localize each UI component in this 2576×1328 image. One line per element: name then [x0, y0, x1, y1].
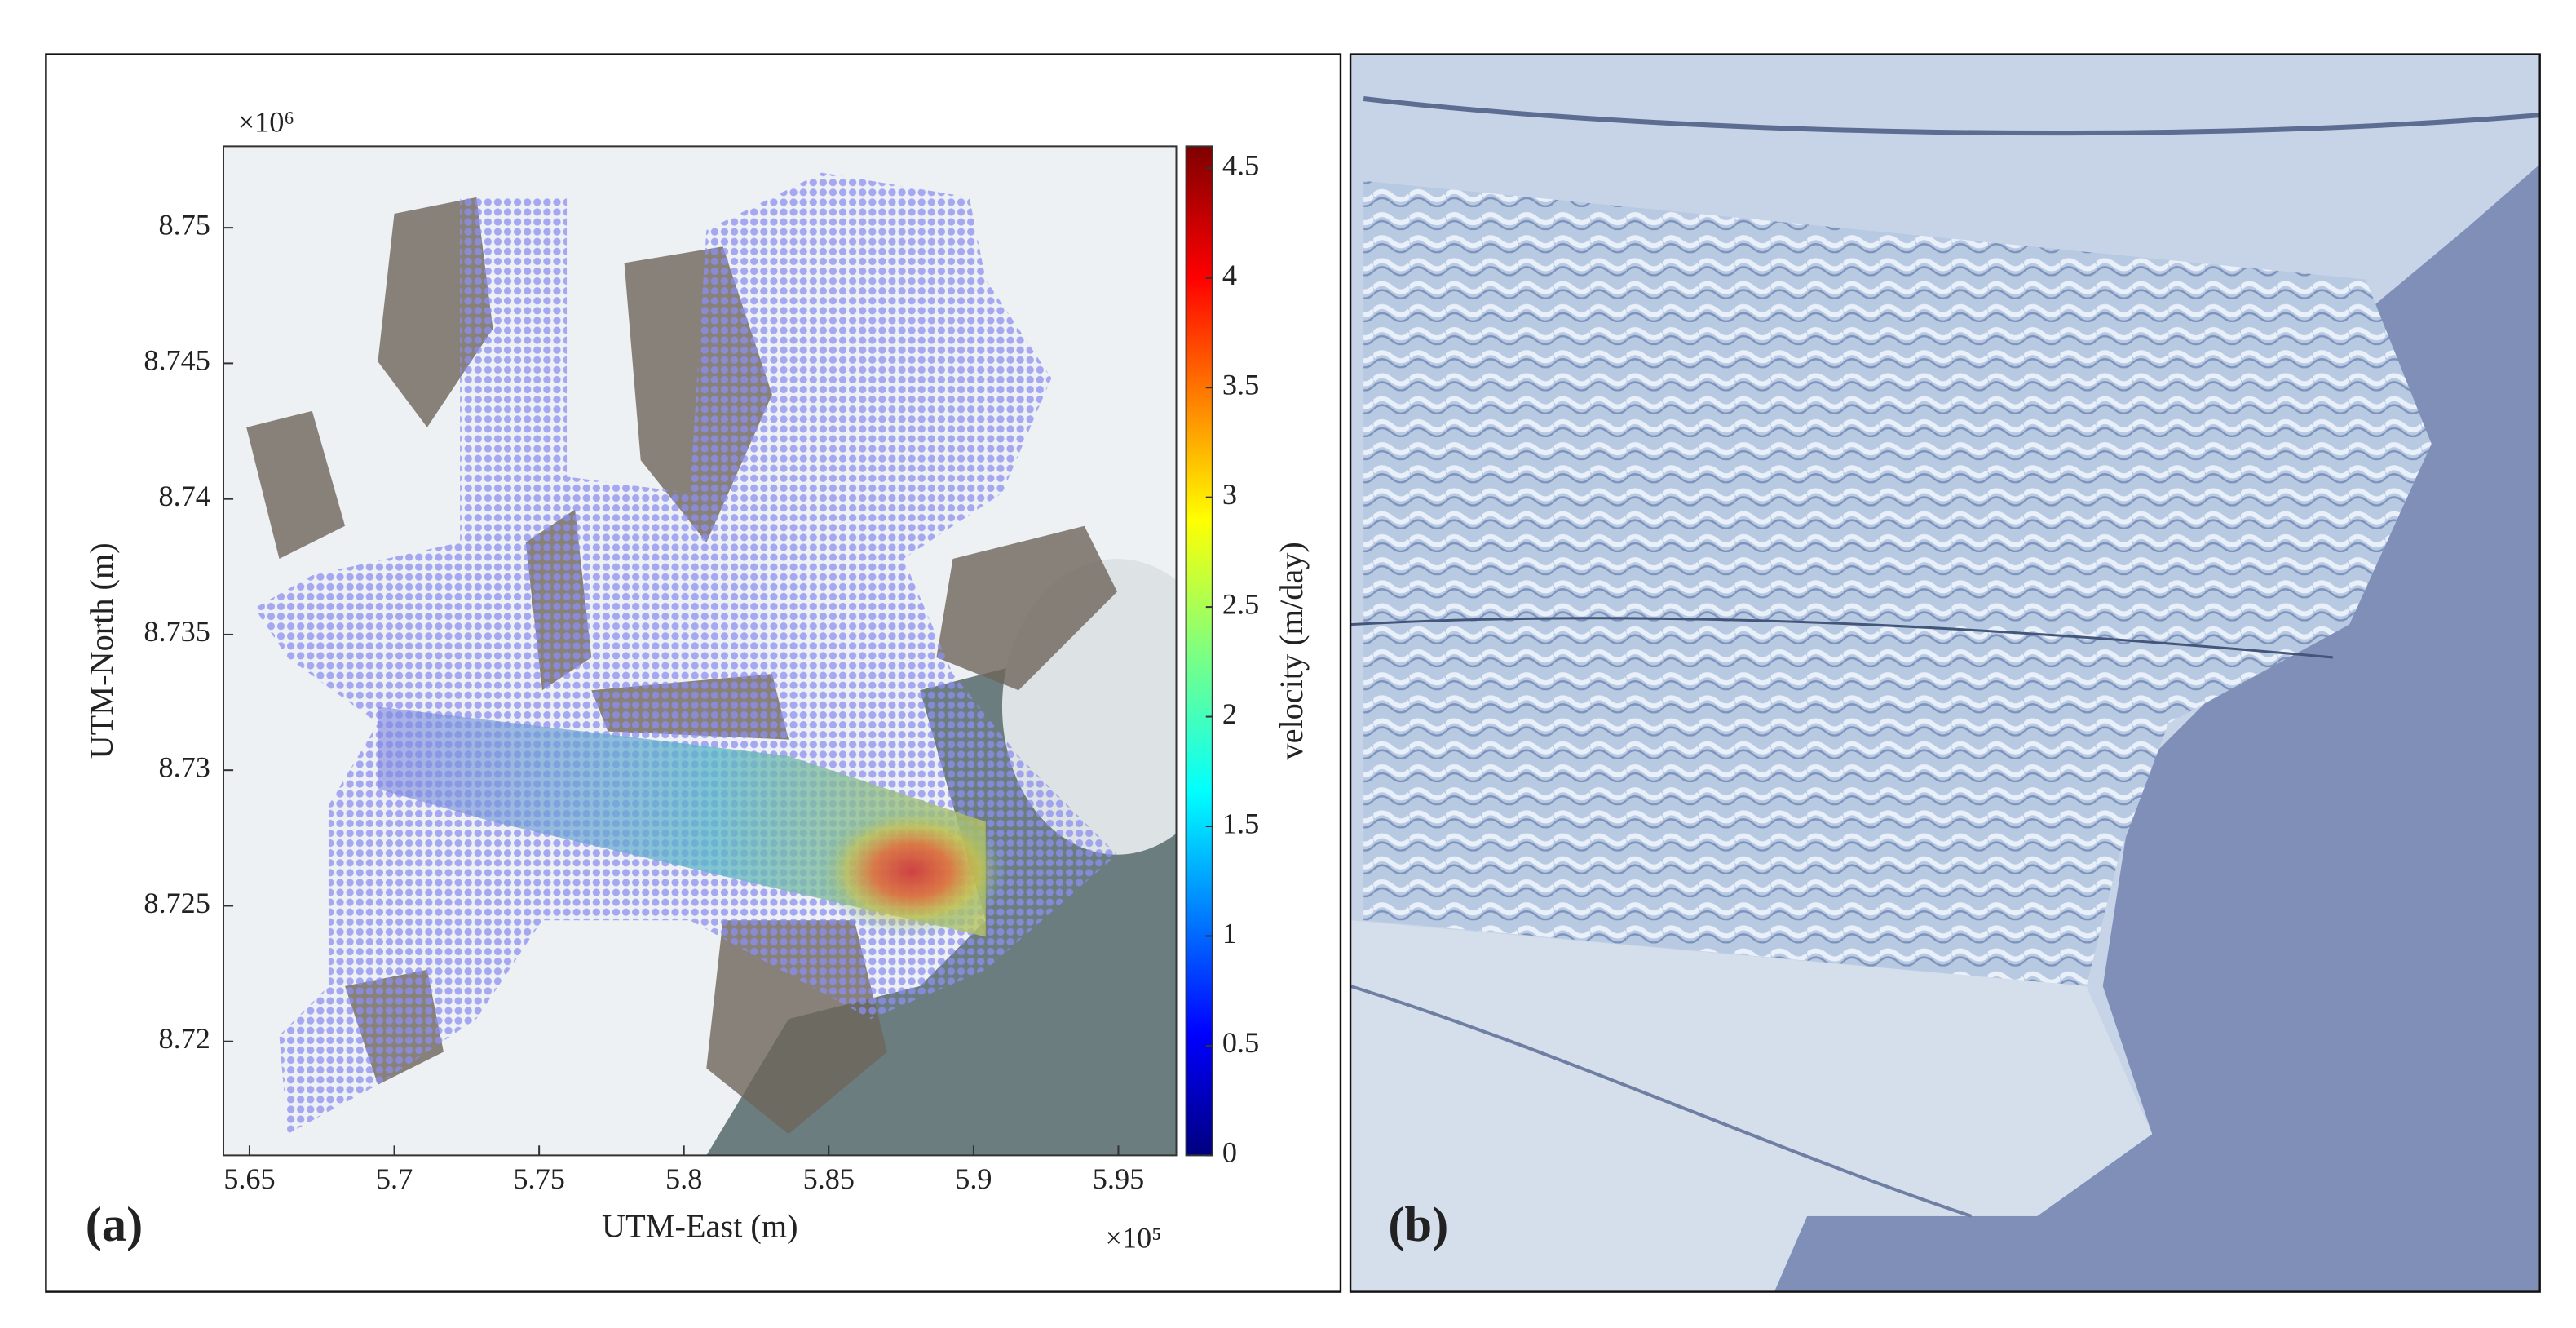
panel-frame — [1349, 53, 2541, 1293]
colorbar-tick-label: 2 — [1222, 697, 1237, 730]
y-tick-label: 8.73 — [158, 751, 210, 784]
panel-label: (a) — [86, 1197, 143, 1252]
x-tick-label: 5.9 — [955, 1162, 992, 1195]
x-tick-label: 5.65 — [223, 1162, 275, 1195]
colorbar-tick-label: 4.5 — [1222, 149, 1259, 182]
x-tick-label: 5.7 — [376, 1162, 413, 1195]
y-tick-label: 8.735 — [144, 615, 210, 648]
colorbar-tick-label: 4 — [1222, 259, 1237, 291]
map-image — [223, 146, 1177, 1156]
x-tick-label: 5.85 — [803, 1162, 855, 1195]
x-axis-label: UTM-East (m) — [602, 1207, 798, 1244]
colorbar-tick-label: 0.5 — [1222, 1026, 1259, 1059]
colorbar-tick-label: 3.5 — [1222, 369, 1259, 401]
x-multiplier: ×10⁵ — [1105, 1221, 1161, 1254]
y-multiplier: ×10⁶ — [238, 106, 294, 139]
colorbar-tick-label: 0 — [1222, 1136, 1237, 1169]
colorbar — [1185, 145, 1213, 1157]
y-tick-label: 8.75 — [158, 208, 210, 241]
axes-box — [222, 145, 1178, 1157]
colorbar-tick-label: 3 — [1222, 478, 1237, 511]
colorbar-tick-label: 1 — [1222, 917, 1237, 950]
x-tick-label: 5.8 — [665, 1162, 702, 1195]
colorbar-label: velocity (m/day) — [1273, 542, 1310, 759]
photo-panel — [1350, 54, 2540, 1292]
colorbar-tick-label: 1.5 — [1222, 807, 1259, 839]
y-tick-label: 8.745 — [144, 344, 210, 377]
y-tick-label: 8.72 — [158, 1022, 210, 1055]
x-tick-label: 5.75 — [513, 1162, 564, 1195]
colorbar-tick-label: 2.5 — [1222, 587, 1259, 620]
y-tick-label: 8.74 — [158, 480, 210, 512]
y-tick-label: 8.725 — [144, 887, 210, 919]
y-axis-label: UTM-North (m) — [83, 542, 120, 759]
x-tick-label: 5.95 — [1093, 1162, 1144, 1195]
panel-label: (b) — [1388, 1197, 1448, 1252]
